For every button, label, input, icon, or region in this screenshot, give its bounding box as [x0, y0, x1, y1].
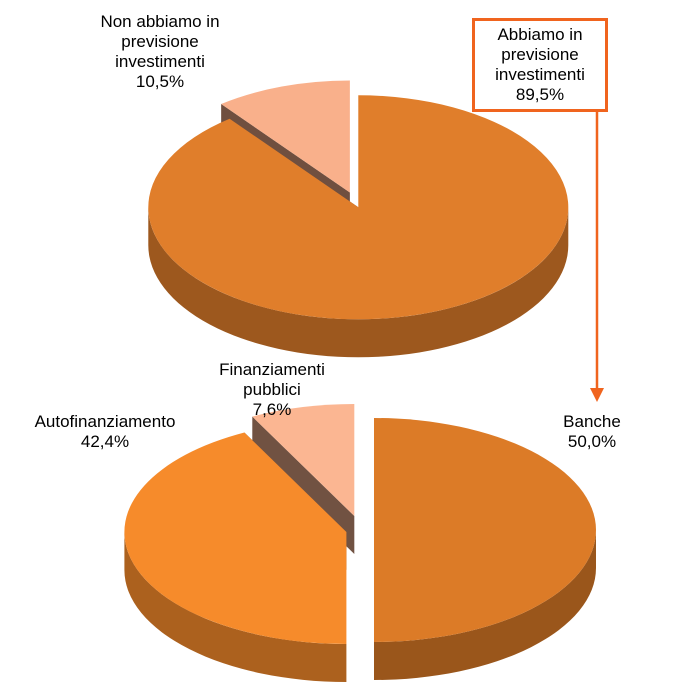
slice-label: Banche 50,0%	[537, 412, 647, 452]
label-value: 42,4%	[80, 432, 130, 451]
slice-label: Finanziamenti pubblici 7,6%	[202, 360, 342, 420]
pie-tops	[148, 80, 569, 320]
label-value: 10,5%	[135, 72, 185, 91]
label-value: 50,0%	[567, 432, 617, 451]
slice-label: Autofinanziamento 42,4%	[10, 412, 200, 452]
pie-sides	[124, 530, 596, 682]
label-name: Autofinanziamento	[34, 412, 176, 431]
slice-side	[124, 531, 347, 682]
pie-tops	[124, 404, 596, 644]
pie-slice	[124, 432, 347, 644]
pie-slice	[148, 95, 569, 320]
pie-slice	[374, 418, 596, 642]
label-name: Banche	[563, 412, 621, 431]
label-name: Finanziamenti pubblici	[219, 360, 325, 399]
label-name: Abbiamo in previsione investimenti	[495, 25, 585, 84]
slice-side	[148, 207, 569, 358]
arrow-head	[590, 388, 604, 402]
slice-label: Abbiamo in previsione investimenti 89,5%	[472, 18, 608, 112]
label-name: Non abbiamo in previsione investimenti	[100, 12, 220, 71]
pie-slice	[221, 80, 350, 193]
slice-side	[374, 530, 596, 680]
pie-slice	[252, 404, 355, 517]
label-value: 7,6%	[252, 400, 292, 419]
label-value: 89,5%	[515, 85, 565, 104]
slice-label: Non abbiamo in previsione investimenti 10…	[95, 12, 225, 92]
pie-sides	[148, 207, 569, 358]
